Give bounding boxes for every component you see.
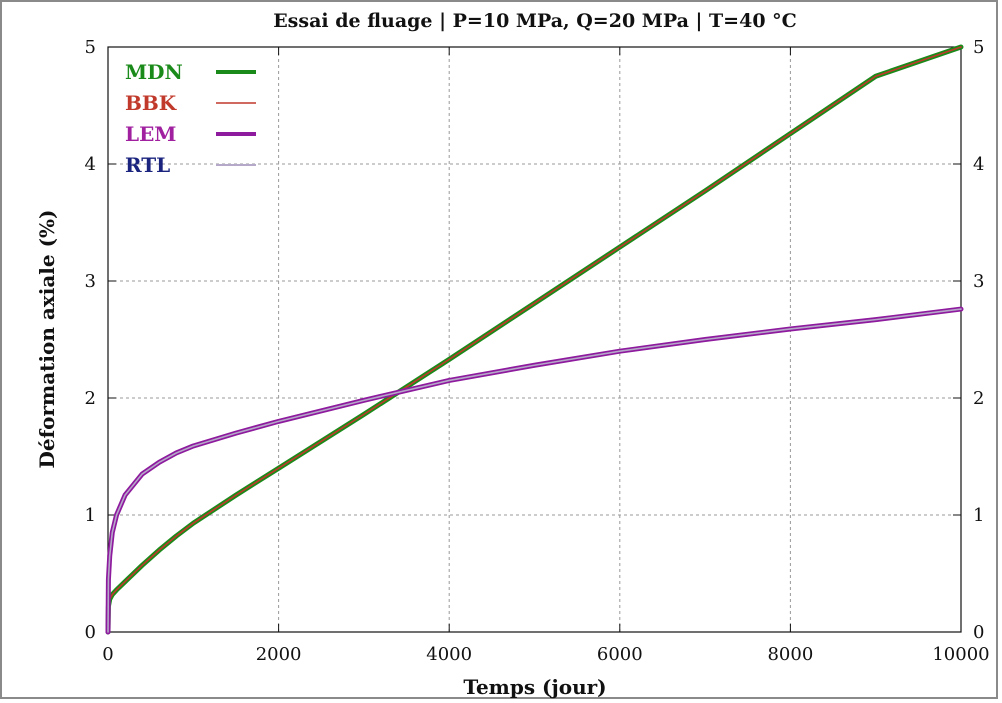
legend-label-rtl: RTL [125, 153, 170, 177]
x-tick-label: 4000 [426, 644, 472, 665]
legend: MDN BBK LEM RTL [125, 60, 256, 177]
y-tick-label: 4 [85, 154, 96, 175]
series-line-lem [105, 306, 964, 635]
y-tick-label: 0 [85, 622, 96, 643]
x-tick-label: 0 [102, 644, 113, 665]
x-tick-label: 6000 [597, 644, 643, 665]
plot-area-border [107, 46, 962, 633]
x-tick-label: 2000 [256, 644, 302, 665]
grid-lines [108, 47, 961, 632]
y2-tick-label: 0 [973, 622, 984, 643]
y-tick-label: 3 [85, 271, 96, 292]
legend-label-mdn: MDN [125, 60, 183, 84]
y2-tick-label: 2 [973, 388, 984, 409]
y-tick-label: 5 [85, 37, 96, 58]
y-tick-label: 1 [85, 505, 96, 526]
y-axis-label: Déformation axiale (%) [35, 209, 59, 468]
y-tick-label: 2 [85, 388, 96, 409]
data-series [105, 44, 964, 635]
y2-tick-label: 1 [973, 505, 984, 526]
x-tick-label: 10000 [932, 644, 989, 665]
x-tick-label: 8000 [767, 644, 813, 665]
series-line-rtl [107, 308, 962, 633]
y2-tick-label: 4 [973, 154, 984, 175]
y2-tick-label: 3 [973, 271, 984, 292]
legend-label-bbk: BBK [125, 91, 177, 115]
legend-label-lem: LEM [125, 122, 176, 146]
y2-tick-label: 5 [973, 37, 984, 58]
x-axis-label: Temps (jour) [463, 675, 606, 699]
chart-title: Essai de fluage | P=10 MPa, Q=20 MPa | T… [273, 10, 797, 32]
series-line-bbk [107, 46, 962, 633]
